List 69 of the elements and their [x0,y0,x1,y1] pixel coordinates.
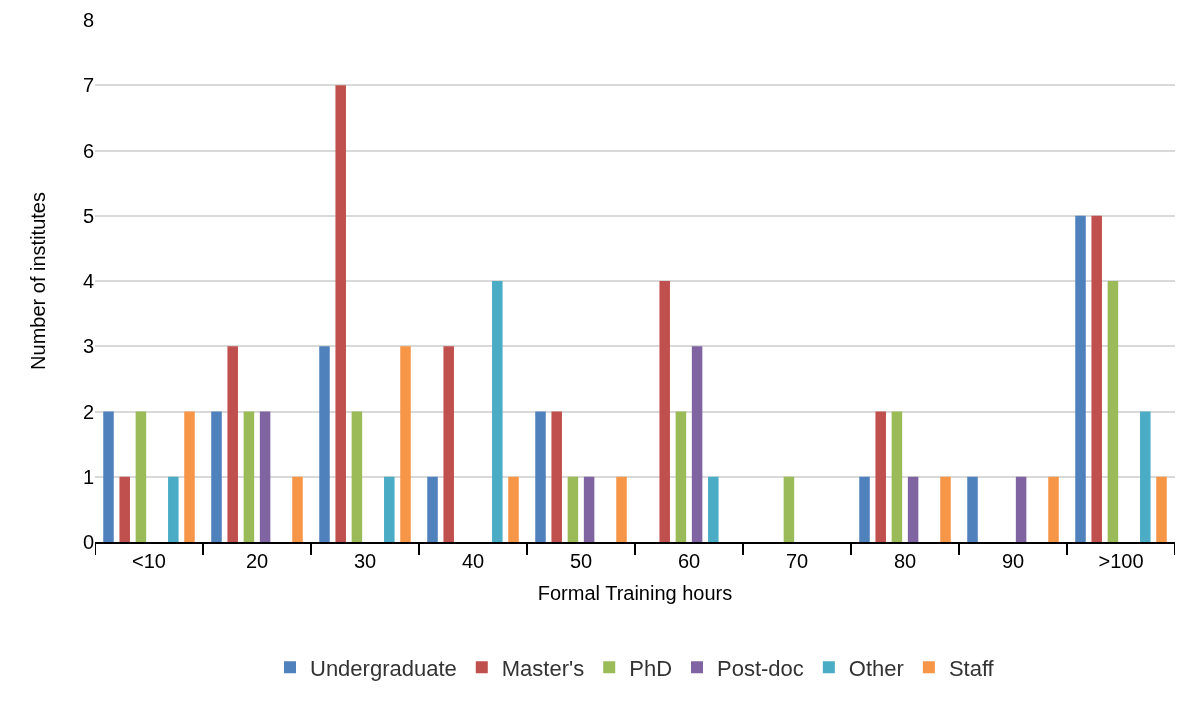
bar [659,281,670,542]
legend-label: Master's [501,655,585,681]
bar [675,411,687,542]
bar [1140,411,1151,542]
bar [400,346,411,542]
x-tick-label: 80 [893,550,917,572]
bar [292,476,303,542]
bar [535,411,546,542]
legend-label: Other [848,655,904,681]
x-tick-label: 60 [677,550,701,572]
x-tick-label: 50 [569,550,593,572]
bar [135,411,147,542]
bar [492,281,503,542]
x-tick-label: <10 [132,550,166,572]
x-tick-label: 40 [461,550,485,572]
bar [1048,476,1059,542]
bar [384,476,395,542]
bar [1156,476,1167,542]
bar [691,346,703,542]
bar [335,85,346,542]
bar [567,476,579,542]
x-tick-label: 20 [245,550,269,572]
bar [319,346,330,542]
bar [103,411,114,542]
y-tick-label: 4 [82,270,94,292]
bar [184,411,195,542]
bar [168,476,179,542]
x-tick-label: >100 [1098,550,1144,572]
bar [967,476,978,542]
x-axis-title: Formal Training hours [537,582,733,604]
bar [616,476,627,542]
bar [1091,215,1102,542]
legend-label: PhD [629,655,673,681]
bar [1015,476,1027,542]
bar [551,411,562,542]
y-tick-label: 0 [82,531,94,553]
bar [783,476,795,542]
bar [583,476,595,542]
y-tick-label: 2 [82,400,94,423]
legend-label: Undergraduate [310,655,457,681]
bar [1075,215,1086,542]
y-axis-title: Number of institutes [27,192,49,370]
bar [1107,281,1119,542]
y-tick-label: 6 [82,139,94,162]
bar [891,411,903,542]
legend-label: Staff [948,655,995,681]
bar [907,476,919,542]
y-tick-label: 3 [82,335,94,358]
x-tick-label: 90 [1001,550,1025,572]
y-tick-label: 1 [82,465,94,488]
bar [227,346,238,542]
bar [351,411,363,542]
legend-label: Post-doc [717,655,804,681]
y-tick-label: 5 [82,204,94,227]
y-tick-label: 8 [82,9,94,31]
bar [443,346,454,542]
y-tick-label: 7 [82,74,94,97]
x-tick-label: 70 [785,550,809,572]
bar [708,476,719,542]
bar [508,476,519,542]
bar [119,476,130,542]
bar [940,476,951,542]
bar [427,476,438,542]
x-tick-label: 30 [353,550,377,572]
bar [875,411,886,542]
bar [243,411,255,542]
bar [211,411,222,542]
bar [259,411,271,542]
bar [859,476,870,542]
